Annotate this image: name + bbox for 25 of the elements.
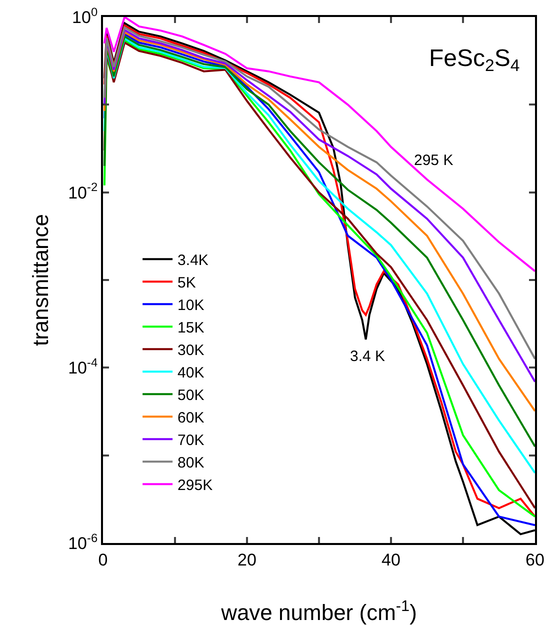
x-tick-label: 20 [238,550,256,570]
annotation: 295 K [414,152,454,169]
legend-label: 5K [178,274,196,292]
legend-label: 295K [178,477,213,494]
y-tick-label: 10$^{-6}$ [68,530,98,553]
x-tick-label: 60 [526,550,544,570]
legend-label: 30K [178,342,204,360]
legend-label: 40K [178,364,204,382]
legend-label: 10K [178,297,204,314]
x-tick-label: 0 [98,550,108,570]
annotation: 3.4 K [350,348,386,365]
y-tick-label: 10$^{-4}$ [68,355,98,378]
y-tick-label: 10$^{0}$ [72,4,98,27]
x-axis-title: wave number (cm$^{-1}$) [220,598,417,625]
legend-label: 3.4K [178,252,208,270]
y-axis-title: transmittance [28,214,53,346]
legend-label: 60K [178,410,204,427]
legend-label: 80K [178,454,204,472]
x-tick-label: 40 [382,550,400,570]
line-series [103,17,535,272]
legend-label: 50K [178,387,204,404]
y-tick-label: 10$^{-2}$ [68,180,98,202]
legend-label: 70K [178,432,204,450]
text: FeSc$_{2}$S$_{4}$ [429,45,520,76]
legend-label: 15K [178,320,204,337]
